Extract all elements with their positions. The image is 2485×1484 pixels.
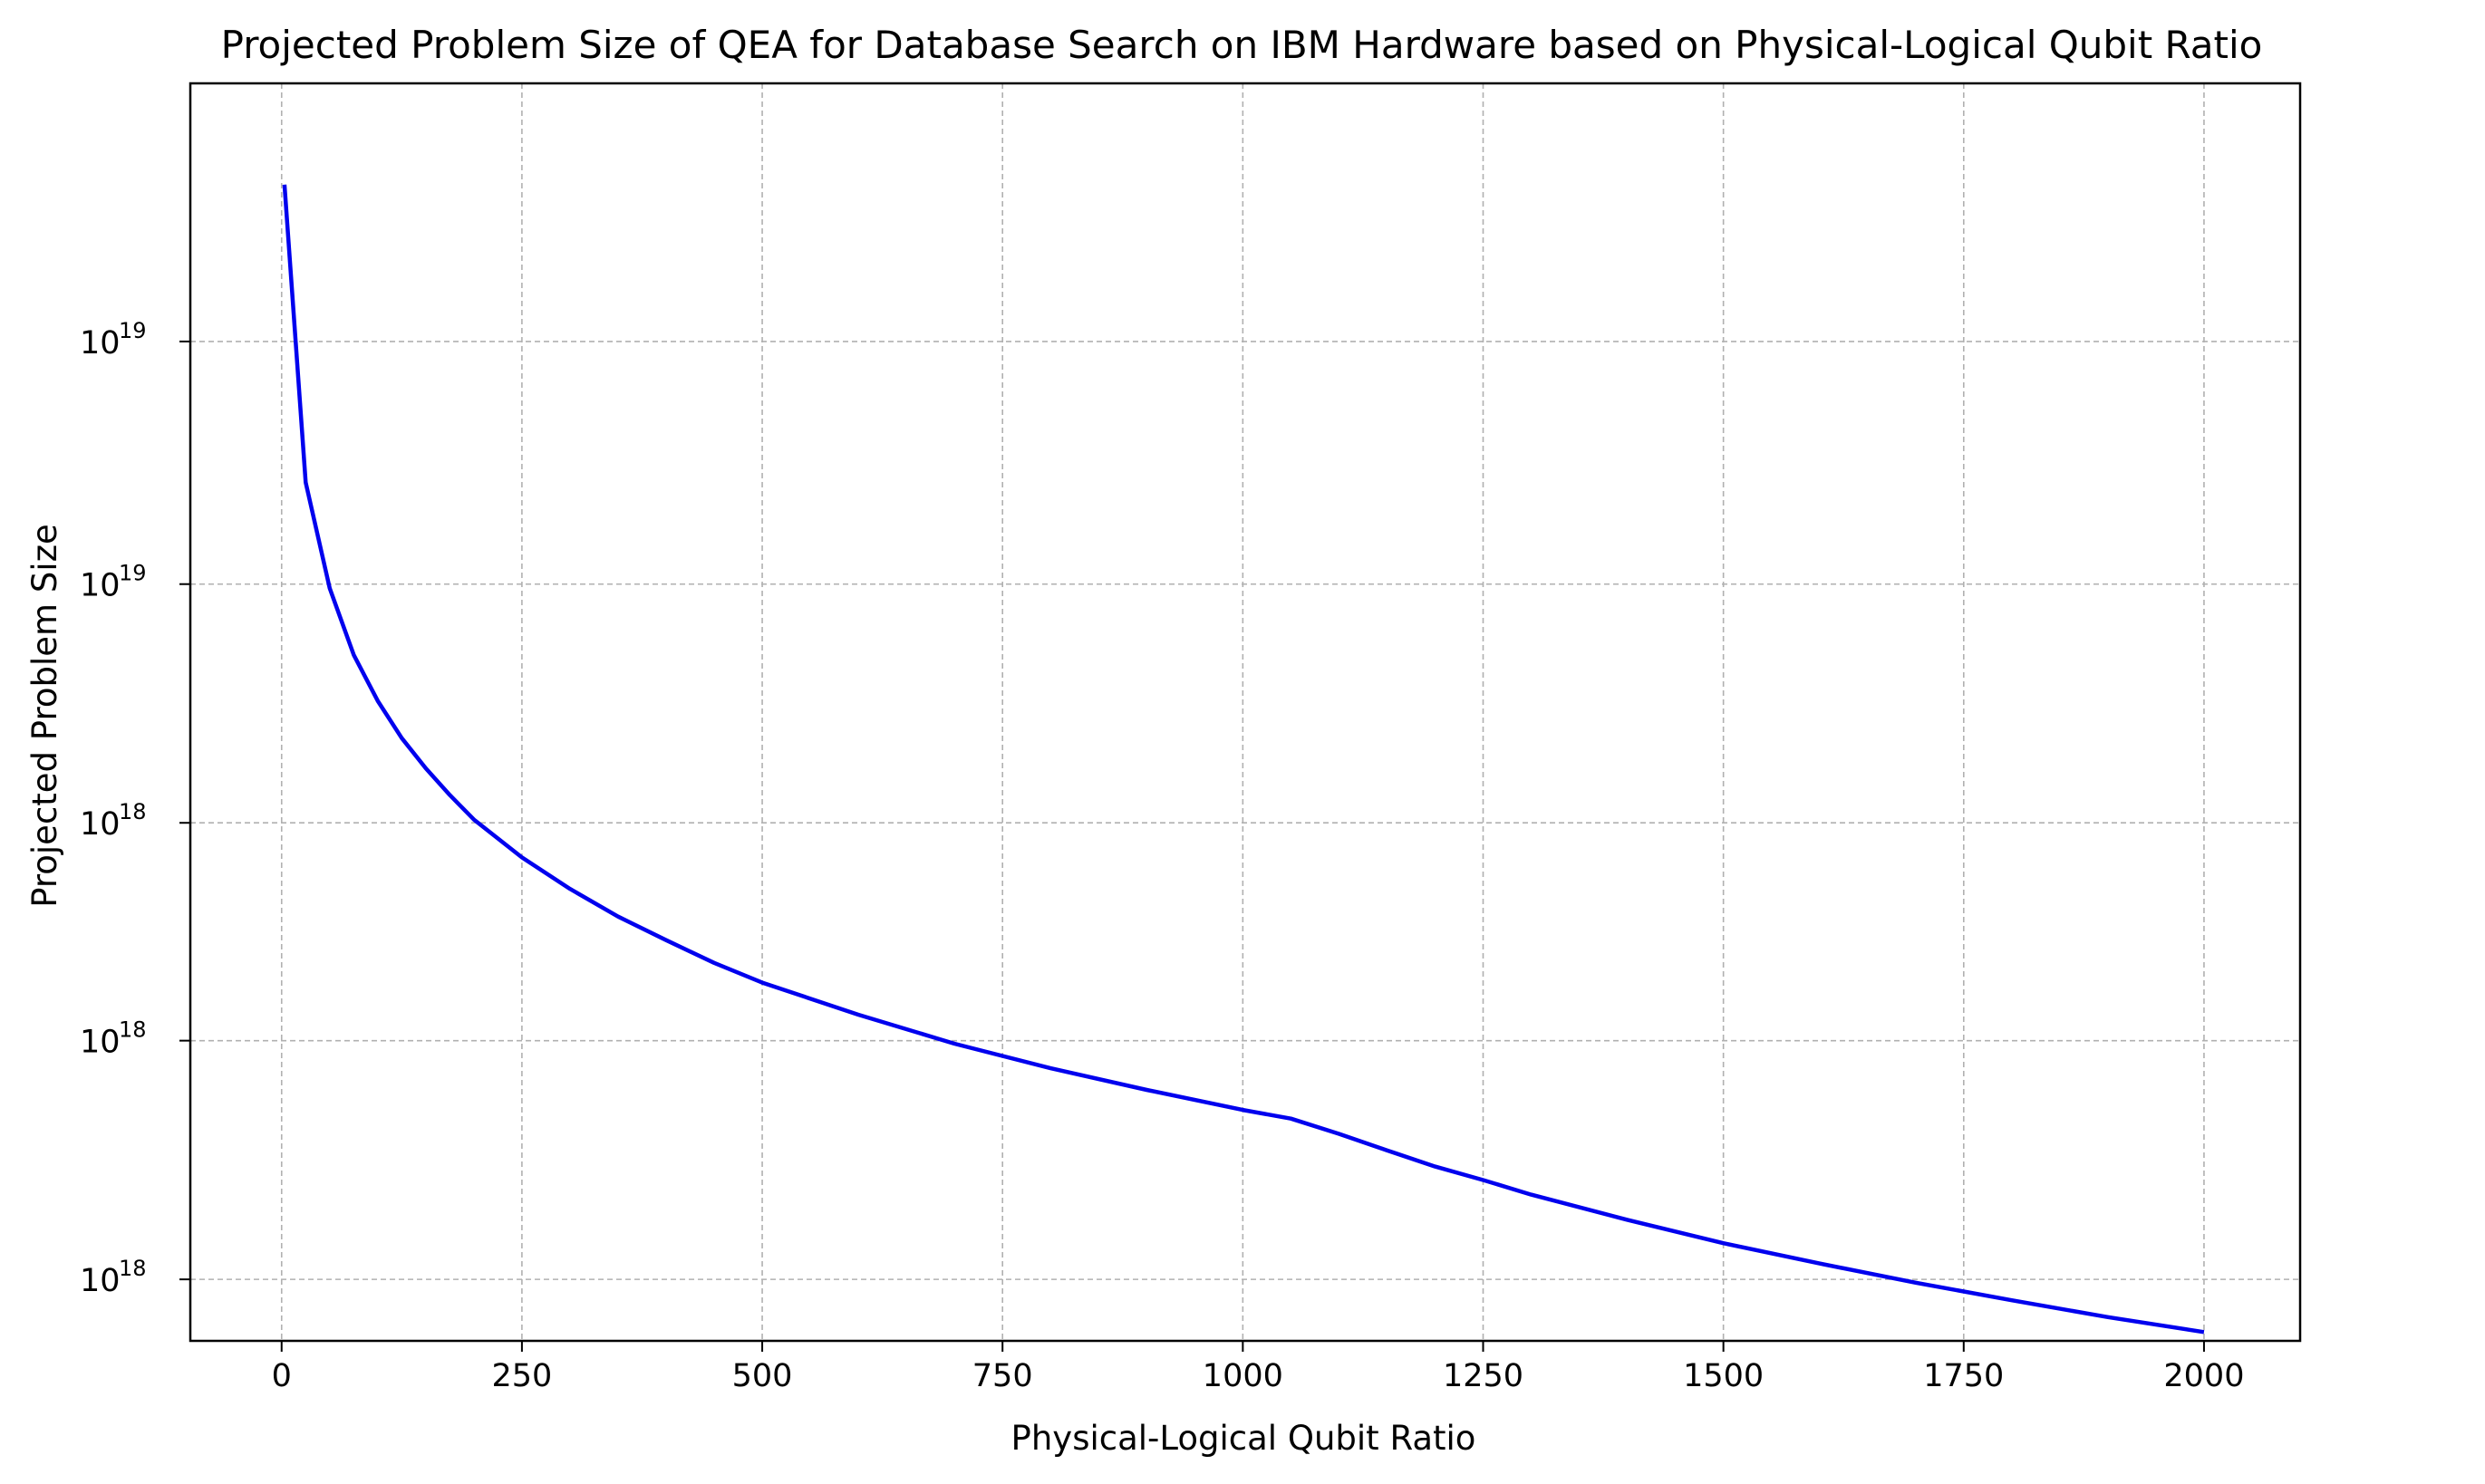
y-tick-label: 10 xyxy=(80,325,121,361)
x-tick-label: 750 xyxy=(972,1358,1033,1394)
y-tick-label: 10 xyxy=(80,806,121,843)
x-tick-label: 1500 xyxy=(1683,1358,1764,1394)
series-line xyxy=(282,184,2205,1335)
y-tick-exponent: 19 xyxy=(119,561,147,586)
x-tick-label: 0 xyxy=(272,1358,292,1394)
y-tick-label: 10 xyxy=(80,1263,121,1299)
y-tick-exponent: 18 xyxy=(119,1256,147,1281)
y-tick-exponent: 18 xyxy=(119,799,147,824)
grid-lines xyxy=(190,83,2300,1341)
y-tick-label: 10 xyxy=(80,568,121,604)
plot-frame xyxy=(189,82,2302,1343)
x-tick-label: 1750 xyxy=(1923,1358,2004,1394)
x-tick-label: 1250 xyxy=(1443,1358,1523,1394)
x-axis: 0 250 500 750 1000 1250 1500 1750 2000 xyxy=(272,1341,2244,1394)
y-tick-exponent: 19 xyxy=(119,318,147,343)
x-tick-label: 250 xyxy=(491,1358,552,1394)
x-tick-label: 1000 xyxy=(1203,1358,1283,1394)
y-tick-label: 10 xyxy=(80,1025,121,1061)
x-tick-label: 500 xyxy=(732,1358,793,1394)
y-axis-label: Projected Problem Size xyxy=(25,524,64,908)
plot-area xyxy=(189,82,2302,1343)
y-tick-exponent: 18 xyxy=(119,1017,147,1043)
x-tick-label: 2000 xyxy=(2163,1358,2244,1394)
x-axis-label: Physical-Logical Qubit Ratio xyxy=(1011,1419,1476,1458)
chart-title: Projected Problem Size of QEA for Databa… xyxy=(221,23,2263,67)
